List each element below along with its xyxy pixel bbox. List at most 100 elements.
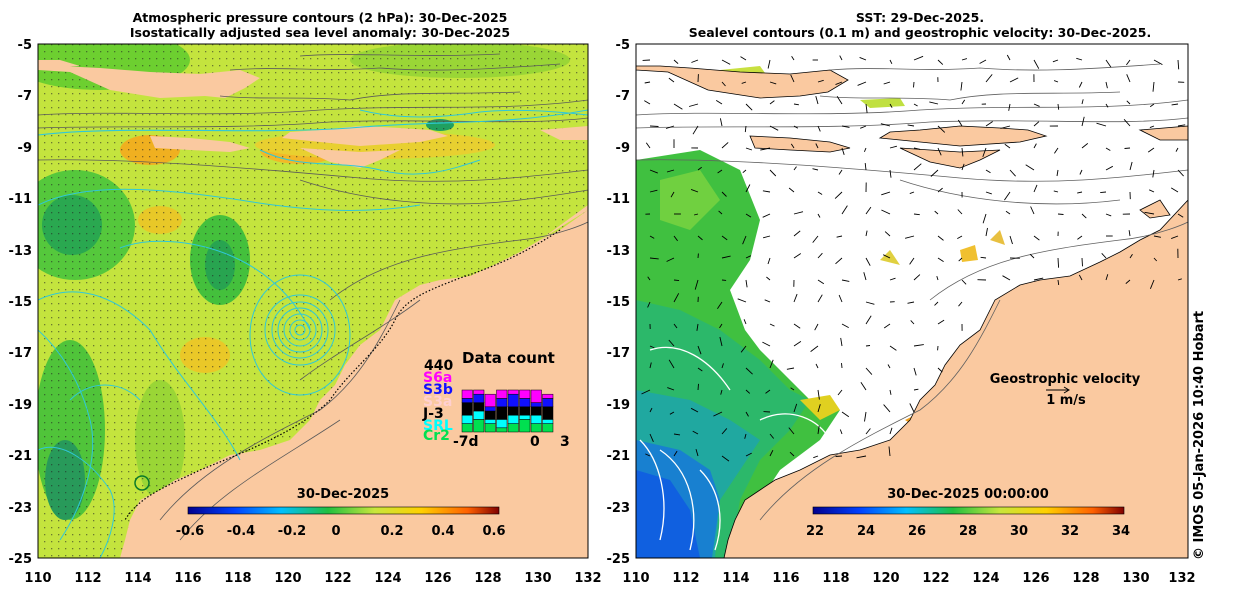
left-colorbar-tick: -0.2	[278, 524, 306, 539]
right-map-frame	[635, 43, 1189, 559]
velocity-arrow	[883, 254, 891, 259]
left-x-tick: 128	[474, 571, 501, 586]
right-x-tick: 122	[922, 571, 949, 586]
velocity-arrow	[936, 275, 939, 281]
velocity-arrow	[745, 184, 751, 193]
velocity-arrow	[1149, 103, 1155, 108]
velocity-arrow	[1153, 59, 1163, 65]
right-x-tick: 110	[622, 571, 649, 586]
velocity-arrow	[666, 169, 675, 173]
velocity-arrow	[717, 301, 723, 310]
data-count-bar-segment	[461, 398, 473, 403]
velocity-arrow	[793, 125, 799, 129]
velocity-arrow	[907, 124, 915, 127]
left-x-tick: 114	[124, 571, 151, 586]
right-colorbar-tick: 24	[857, 524, 875, 539]
velocity-arrow	[840, 337, 843, 347]
left-map-title: Atmospheric pressure contours (2 hPa): 3…	[110, 10, 530, 40]
velocity-arrow	[817, 252, 823, 259]
velocity-arrow	[839, 429, 843, 435]
velocity-arrow	[721, 191, 727, 197]
velocity-arrow	[649, 362, 652, 369]
sat-label-cr2: Cr2	[423, 428, 450, 444]
velocity-arrow	[742, 235, 747, 245]
velocity-arrow	[793, 211, 804, 215]
right-x-tick: 128	[1072, 571, 1099, 586]
velocity-arrow	[1033, 103, 1040, 107]
velocity-arrow	[715, 100, 723, 105]
velocity-arrow	[817, 191, 823, 195]
velocity-arrow	[985, 74, 993, 83]
velocity-arrow	[985, 169, 991, 174]
velocity-arrow	[688, 103, 699, 107]
velocity-arrow	[841, 205, 848, 215]
velocity-arrow	[673, 323, 678, 329]
left-y-tick: -15	[9, 295, 33, 310]
velocity-arrow	[1105, 213, 1112, 217]
velocity-arrow	[812, 235, 819, 243]
right-colorbar-date: 30-Dec-2025 00:00:00	[887, 487, 1049, 502]
right-y-tick: -13	[607, 244, 631, 259]
right-x-tick: 118	[822, 571, 849, 586]
data-count-inset: Data count 440 S6a S3b S3a J-3 SRL Cr2 -…	[422, 349, 570, 450]
left-y-tick: -9	[18, 141, 32, 156]
velocity-arrow	[841, 147, 845, 155]
land-left	[38, 60, 588, 558]
velocity-arrow	[863, 147, 867, 152]
data-count-bars	[461, 389, 554, 433]
data-count-bar-segment	[496, 406, 508, 420]
data-count-bar-segment	[519, 419, 531, 433]
data-count-bar-segment	[496, 389, 508, 399]
velocity-arrow	[961, 279, 967, 285]
velocity-arrow	[957, 119, 963, 127]
velocity-arrow	[745, 279, 748, 288]
velocity-arrow	[913, 147, 921, 150]
data-count-bar-segment	[484, 410, 496, 420]
data-count-bar-segment	[484, 406, 496, 412]
velocity-arrow	[1126, 100, 1131, 105]
velocity-arrow	[1096, 122, 1107, 127]
velocity-arrow	[769, 449, 774, 457]
velocity-arrow	[835, 81, 843, 86]
velocity-arrow	[769, 433, 775, 439]
velocity-arrow	[721, 428, 728, 435]
velocity-arrow	[1124, 147, 1131, 149]
velocity-arrow	[937, 59, 944, 65]
velocity-arrow	[690, 407, 699, 413]
velocity-arrow	[744, 433, 747, 439]
right-colorbar-tick: 28	[959, 524, 977, 539]
velocity-arrow	[692, 125, 699, 135]
velocity-arrow	[765, 389, 771, 394]
velocity-arrow	[1175, 147, 1179, 152]
velocity-arrow	[649, 235, 655, 239]
velocity-arrow	[1149, 189, 1155, 193]
velocity-arrow	[745, 103, 753, 111]
right-map	[636, 44, 1188, 558]
left-colorbar-tick: 0.6	[482, 524, 505, 539]
data-count-bar-segment	[473, 393, 485, 403]
velocity-arrow	[1101, 252, 1107, 259]
left-x-tick: 118	[224, 571, 251, 586]
velocity-arrow	[1123, 119, 1131, 127]
velocity-arrow	[668, 77, 675, 83]
velocity-arrow	[1177, 169, 1184, 177]
velocity-arrow	[789, 451, 795, 457]
velocity-arrow	[860, 125, 867, 129]
velocity-arrow	[1009, 77, 1019, 83]
velocity-arrow	[793, 341, 802, 347]
right-x-tick: 116	[772, 571, 799, 586]
velocity-arrow	[762, 213, 771, 218]
right-y-tick: -19	[607, 398, 631, 413]
velocity-arrow	[913, 213, 920, 216]
data-count-bar-segment	[473, 389, 485, 395]
right-y-tick: -11	[607, 192, 631, 207]
velocity-arrow	[957, 209, 963, 215]
velocity-arrow	[982, 147, 987, 158]
left-x-tick: 122	[324, 571, 351, 586]
right-colorbar-tick: 22	[806, 524, 824, 539]
velocity-arrow	[1149, 279, 1155, 289]
velocity-arrow	[1029, 253, 1035, 259]
velocity-arrow	[790, 143, 795, 149]
velocity-arrow	[737, 298, 747, 303]
left-y-tick: -7	[18, 89, 32, 104]
